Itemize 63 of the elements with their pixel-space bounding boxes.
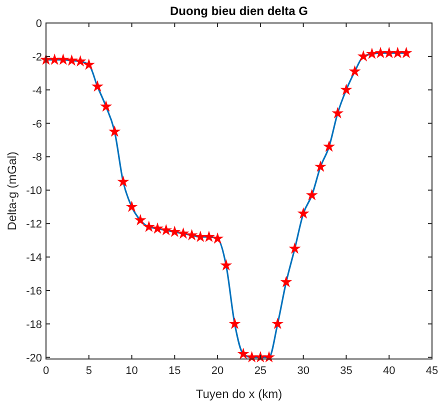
point xyxy=(118,176,128,186)
point xyxy=(92,81,103,91)
point xyxy=(58,54,68,64)
x-tick-label: 35 xyxy=(340,365,352,377)
y-tick-label: -4 xyxy=(32,84,42,97)
point xyxy=(332,108,343,118)
point xyxy=(195,232,206,242)
x-tick-label: 5 xyxy=(86,365,92,377)
x-tick-label: 25 xyxy=(254,365,267,377)
y-tick-label: -12 xyxy=(26,218,42,231)
point xyxy=(298,208,308,218)
point xyxy=(375,48,386,58)
point xyxy=(384,48,394,58)
point xyxy=(170,226,180,236)
point xyxy=(220,260,232,270)
point xyxy=(49,54,60,64)
y-tick-label: 0 xyxy=(36,18,42,30)
point xyxy=(350,66,360,76)
y-tick-label: -2 xyxy=(32,51,42,64)
point xyxy=(152,223,163,234)
x-tick-label: 10 xyxy=(126,365,138,377)
point xyxy=(341,84,352,94)
point xyxy=(186,230,197,240)
y-tick-label: -16 xyxy=(26,285,42,298)
y-tick-label: -18 xyxy=(26,318,42,331)
y-tick-label: -20 xyxy=(26,352,42,364)
point xyxy=(204,232,214,242)
x-tick-label: 45 xyxy=(426,365,438,377)
point xyxy=(290,243,300,254)
x-axis-title: Tuyen do x (km) xyxy=(196,387,282,401)
x-tick-label: 40 xyxy=(382,365,396,377)
y-tick-label: -14 xyxy=(26,252,42,264)
point xyxy=(315,161,326,172)
point xyxy=(126,201,137,212)
y-axis-title: Delta-g (mGal) xyxy=(5,152,19,230)
y-tick-label: -8 xyxy=(32,152,42,164)
x-tick-label: 20 xyxy=(211,365,224,377)
point xyxy=(366,48,378,58)
point xyxy=(392,48,403,58)
x-tick-label: 15 xyxy=(168,365,181,377)
point xyxy=(212,233,223,244)
x-tick-label: 0 xyxy=(42,365,50,377)
y-tick-label: -6 xyxy=(32,118,42,130)
point xyxy=(144,222,154,232)
x-tick-label: 30 xyxy=(297,365,310,377)
point xyxy=(324,141,334,152)
point xyxy=(358,51,369,61)
point xyxy=(306,190,318,200)
point xyxy=(230,318,240,328)
point xyxy=(178,228,188,238)
point xyxy=(238,348,248,358)
y-tick-label: -10 xyxy=(26,185,42,198)
point xyxy=(75,56,86,66)
point xyxy=(100,101,112,112)
chart-title: Duong bieu dien delta G xyxy=(170,4,308,18)
point xyxy=(401,48,412,58)
point xyxy=(281,276,292,287)
point xyxy=(109,126,120,136)
point xyxy=(84,59,94,70)
point xyxy=(66,55,77,66)
point xyxy=(135,214,146,225)
point xyxy=(160,224,172,235)
point xyxy=(272,318,283,328)
